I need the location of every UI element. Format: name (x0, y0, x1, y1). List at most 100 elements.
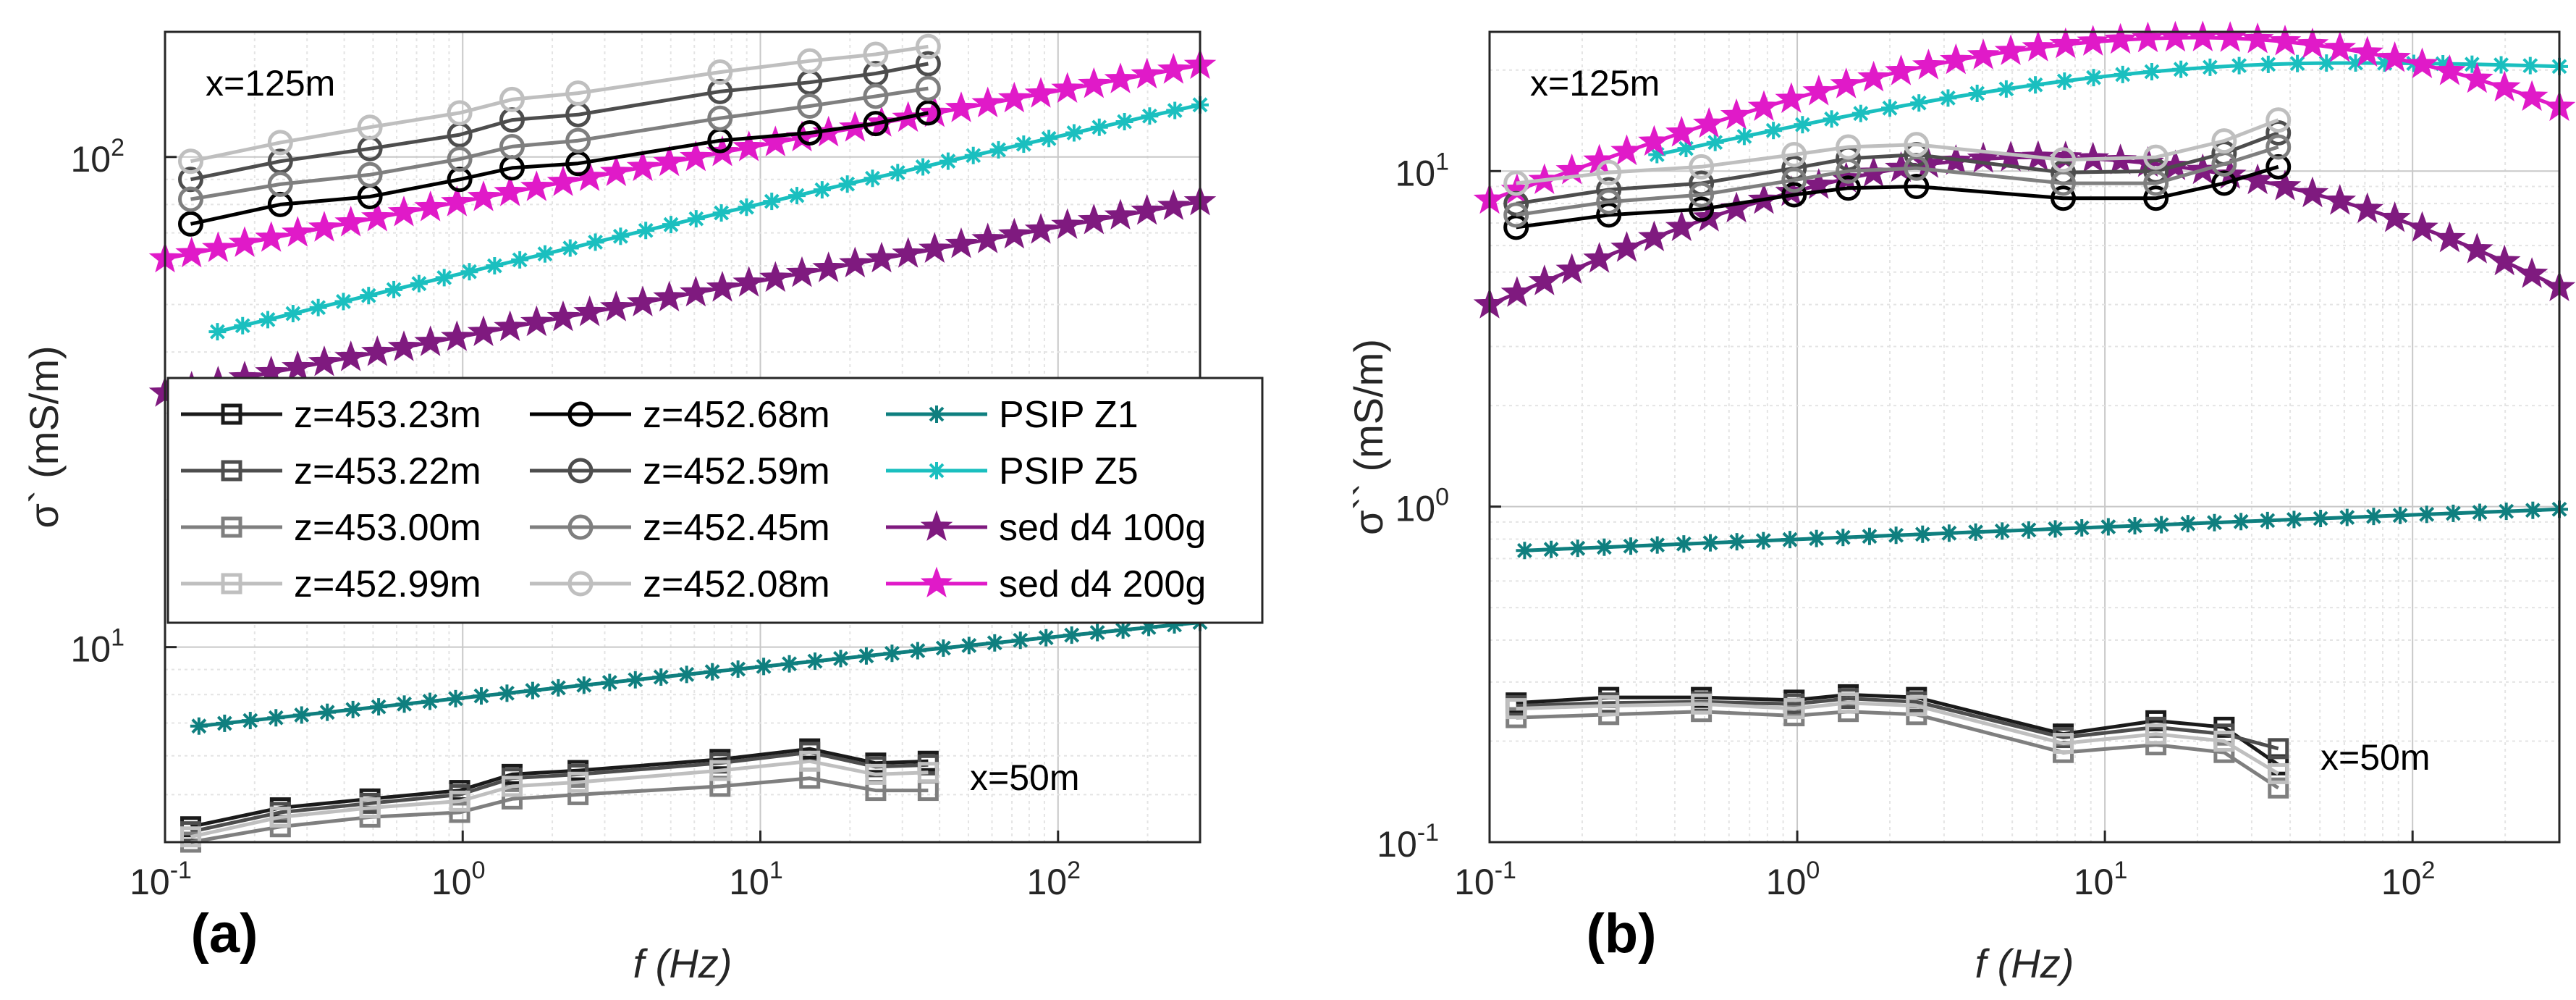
data-point (1024, 77, 1057, 108)
marker-stroke (2207, 515, 2222, 531)
legend-entry: z=453.22m (181, 450, 481, 492)
data-point (1677, 140, 1695, 158)
marker-stroke (1066, 125, 1082, 140)
data-point (1834, 529, 1852, 547)
data-point (857, 647, 875, 665)
series-line (1524, 507, 2560, 552)
data-point (498, 684, 516, 702)
marker-stroke (653, 669, 669, 685)
data-point (2351, 35, 2383, 67)
data-point (2391, 506, 2410, 524)
marker-stroke (1141, 108, 1157, 124)
series-line (1516, 697, 2279, 751)
data-point (2126, 517, 2144, 535)
marker-stroke (1115, 622, 1131, 638)
legend-marker (221, 460, 242, 482)
marker-stroke (260, 311, 276, 327)
data-point (2213, 21, 2247, 52)
data-point (2049, 27, 2082, 59)
data-point (1689, 196, 1715, 222)
data-point (2143, 144, 2169, 170)
data-point (175, 236, 208, 268)
data-point (1997, 80, 2015, 98)
data-point (712, 204, 730, 222)
data-point (1860, 527, 1878, 545)
marker-stroke (2318, 55, 2334, 71)
series-line (190, 759, 929, 839)
data-point (1775, 82, 1808, 114)
series-line (1516, 692, 2280, 767)
marker-stroke (1765, 122, 1781, 138)
data-point (449, 790, 470, 812)
data-point (1851, 104, 1870, 122)
data-point (1568, 539, 1587, 558)
data-point (499, 133, 525, 159)
data-point (2265, 107, 2292, 133)
data-point (460, 263, 478, 281)
data-point (1802, 75, 1836, 106)
legend-entry: z=452.59m (530, 450, 830, 492)
data-point (1648, 536, 1666, 554)
data-point (180, 826, 202, 848)
data-point (2265, 134, 2292, 160)
marker-stroke (940, 154, 956, 169)
data-point (449, 802, 470, 823)
marker-stroke (336, 294, 351, 309)
marker-stroke (2365, 508, 2381, 524)
y-tick-exponent: 0 (1435, 484, 1449, 511)
data-point (1993, 522, 2011, 540)
data-point (971, 86, 1005, 118)
data-point (732, 266, 766, 297)
axes-box (1488, 30, 2561, 844)
data-point (2268, 169, 2302, 201)
data-point (2201, 58, 2219, 76)
data-point (1051, 72, 1084, 104)
x-tick-exponent: -1 (170, 857, 192, 884)
data-point (1747, 90, 1781, 121)
data-point (435, 269, 453, 287)
data-point (1638, 125, 1671, 156)
data-point (360, 335, 394, 366)
series-line (216, 103, 1201, 334)
marker-stroke (562, 240, 578, 256)
series-z-452-68m (178, 100, 941, 237)
series-line (1516, 131, 2279, 206)
legend-entry: sed d4 200g (886, 563, 1206, 605)
data-point (2265, 119, 2292, 146)
marker-stroke (1809, 531, 1825, 547)
data-point (1598, 695, 1620, 717)
data-point (281, 216, 314, 247)
marker-stroke (1994, 523, 2010, 539)
y-tick-exponent: -1 (1417, 819, 1439, 846)
series-z-452-99m (1506, 692, 2289, 784)
data-point (360, 287, 378, 305)
data-point (679, 275, 712, 307)
data-point (494, 310, 527, 342)
marker-stroke (2286, 512, 2302, 527)
y-tick-label: 101 (70, 624, 124, 670)
marker-stroke (601, 675, 617, 690)
marker-stroke (216, 715, 232, 731)
y-axis-label: σ`` (mS/m) (1346, 339, 1391, 535)
y-tick-exponent: 1 (1435, 148, 1449, 175)
data-point (2461, 62, 2493, 93)
data-point (410, 274, 428, 293)
data-point (549, 678, 567, 697)
data-point (838, 246, 871, 278)
marker-stroke (397, 696, 412, 712)
data-point (1838, 692, 1859, 714)
series-z-452-68m (1503, 154, 2292, 240)
data-point (2077, 25, 2110, 56)
data-point (467, 315, 500, 346)
data-point (2056, 72, 2074, 90)
marker-stroke (2419, 506, 2435, 522)
data-point (2104, 22, 2137, 54)
marker-stroke (789, 188, 805, 203)
data-point (806, 652, 824, 671)
data-point (2268, 25, 2302, 56)
legend-entry: PSIP Z5 (886, 450, 1139, 492)
marker-stroke (782, 656, 797, 672)
marker-stroke (191, 718, 207, 734)
marker-stroke (929, 463, 945, 479)
marker-stroke (512, 252, 528, 268)
